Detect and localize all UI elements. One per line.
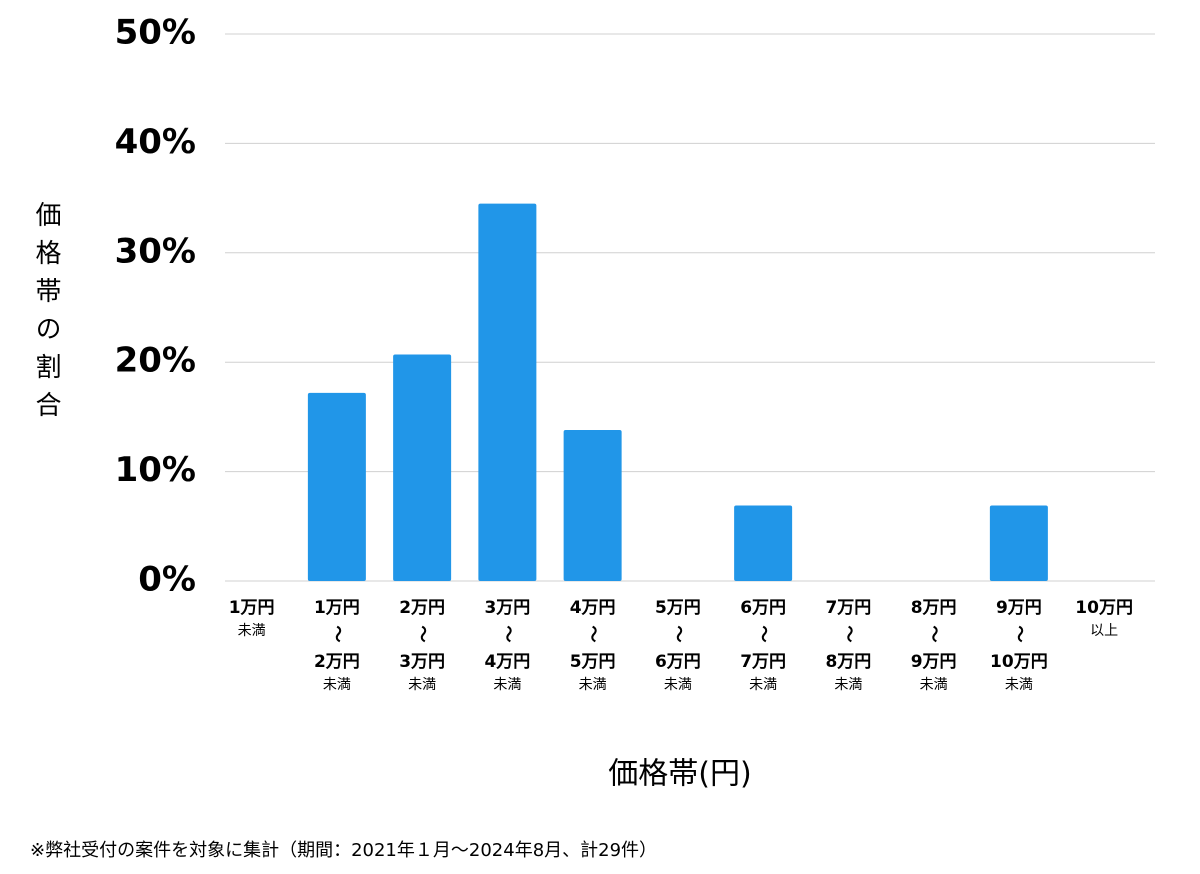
x-tick-label: 未満: [749, 677, 777, 693]
bar: [478, 203, 537, 581]
y-tick-label: 20%: [115, 341, 196, 381]
footnote: ※弊社受付の案件を対象に集計（期間：2021年１月～2024年8月、計29件）: [30, 840, 657, 861]
x-tick-label: 7万円: [740, 652, 786, 672]
x-tick-label: 〜: [753, 626, 773, 643]
x-tick-label: 6万円: [740, 598, 786, 618]
x-tick-label: 10万円: [990, 652, 1048, 672]
y-tick-label: 40%: [115, 122, 196, 162]
x-tick-label: 〜: [838, 626, 858, 643]
x-tick-label: 8万円: [911, 598, 957, 618]
x-axis-title: 価格帯(円): [608, 757, 751, 792]
x-tick-label: 〜: [412, 626, 432, 643]
y-tick-label: 50%: [115, 13, 196, 53]
x-tick-label: 〜: [583, 626, 603, 643]
x-tick-label: 未満: [323, 677, 351, 693]
x-tick-label: 1万円: [314, 598, 360, 618]
x-tick-label: 〜: [1009, 626, 1029, 643]
bar: [393, 354, 452, 581]
bar: [734, 505, 793, 581]
y-tick-label: 10%: [115, 450, 196, 490]
x-tick-label: 未満: [579, 677, 607, 693]
x-tick-label: 未満: [408, 677, 436, 693]
x-tick-label: 4万円: [484, 652, 530, 672]
x-tick-label: 9万円: [996, 598, 1042, 618]
x-tick-label: 〜: [327, 626, 347, 643]
y-tick-label: 30%: [115, 231, 196, 271]
x-tick-label: 3万円: [484, 598, 530, 618]
bar: [307, 392, 366, 581]
bar: [989, 505, 1048, 581]
x-tick-label: 未満: [834, 677, 862, 693]
x-tick-label: 5万円: [655, 598, 701, 618]
x-tick-label: 未満: [664, 677, 692, 693]
y-axis-title: 価格帯の割合: [31, 201, 61, 429]
x-tick-label: 〜: [497, 626, 517, 643]
y-tick-label: 0%: [138, 560, 196, 600]
x-tick-label: 未満: [493, 677, 521, 693]
x-tick-label: 未満: [1005, 677, 1033, 693]
x-tick-label: 8万円: [825, 652, 871, 672]
x-tick-label: 7万円: [825, 598, 871, 618]
x-tick-label: 10万円: [1075, 598, 1133, 618]
x-tick-label: 5万円: [570, 652, 616, 672]
x-tick-label: 2万円: [399, 598, 445, 618]
x-tick-label: 4万円: [570, 598, 616, 618]
x-tick-label: 9万円: [911, 652, 957, 672]
x-tick-label: 3万円: [399, 652, 445, 672]
x-tick-label: 〜: [924, 626, 944, 643]
x-tick-label: 以上: [1090, 623, 1118, 639]
x-tick-label: 2万円: [314, 652, 360, 672]
x-tick-label: 6万円: [655, 652, 701, 672]
x-tick-label: 未満: [238, 623, 266, 639]
x-tick-label: 1万円: [229, 598, 275, 618]
x-tick-label: 未満: [920, 677, 948, 693]
x-tick-label: 〜: [668, 626, 688, 643]
bar: [563, 430, 622, 581]
